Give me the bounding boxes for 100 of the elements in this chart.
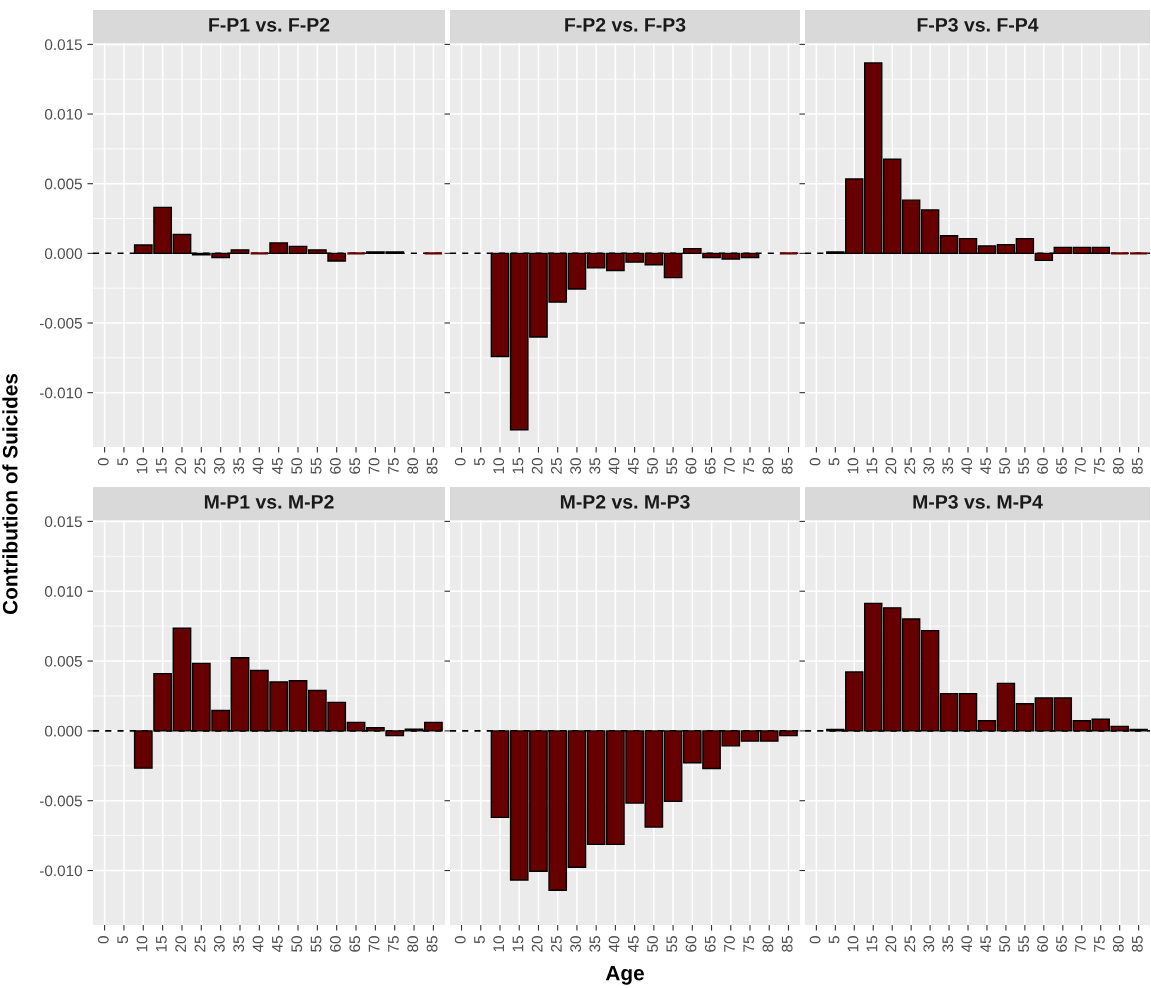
y-tick-label: 0.015 bbox=[44, 516, 82, 528]
x-tick-label: 70 bbox=[368, 458, 380, 474]
x-tick-label: 35 bbox=[589, 458, 601, 474]
x-tick-label: 25 bbox=[194, 458, 206, 474]
y-tick-label: 0.010 bbox=[44, 586, 82, 597]
x-tick-label: 20 bbox=[885, 458, 897, 474]
x-tick-label: 15 bbox=[866, 936, 878, 952]
x-tick-label: 50 bbox=[291, 936, 303, 952]
x-tick-label: 60 bbox=[1037, 936, 1048, 952]
x-tick-label: 80 bbox=[407, 458, 419, 474]
x-tick-label: 55 bbox=[310, 458, 322, 474]
x-tick-label: 70 bbox=[1075, 936, 1086, 952]
x-tick-label: 55 bbox=[1018, 458, 1029, 474]
x-tick-label: 45 bbox=[272, 936, 283, 953]
y-tick-label: 0.005 bbox=[44, 178, 82, 190]
chart-title: F-P3 vs. F-P4 bbox=[917, 17, 1039, 32]
x-tick-label: 60 bbox=[329, 458, 341, 474]
x-tick-label: 10 bbox=[136, 458, 148, 474]
x-tick-label: 0 bbox=[454, 458, 466, 466]
x-tick-label: 15 bbox=[512, 936, 524, 952]
x-tick-label: 75 bbox=[743, 936, 755, 952]
x-tick-label: 85 bbox=[781, 458, 793, 474]
x-tick-label: 50 bbox=[291, 458, 303, 474]
y-tick-label: 0.010 bbox=[44, 108, 82, 120]
x-tick-label: 60 bbox=[685, 936, 697, 952]
y-tick-label: 0.015 bbox=[44, 39, 82, 51]
x-tick-label: 75 bbox=[743, 458, 755, 474]
x-tick-label: 55 bbox=[666, 936, 678, 952]
x-tick-label: 55 bbox=[666, 458, 678, 474]
x-tick-label: 20 bbox=[531, 458, 543, 474]
x-tick-label: 15 bbox=[866, 458, 878, 474]
x-tick-label: 35 bbox=[233, 458, 245, 474]
y-tick-label: 0.005 bbox=[44, 655, 82, 667]
x-tick-label: 25 bbox=[904, 936, 916, 952]
x-tick-label: 55 bbox=[310, 936, 322, 952]
x-tick-label: 35 bbox=[233, 936, 245, 952]
x-tick-label: 65 bbox=[349, 458, 361, 474]
x-tick-label: 25 bbox=[904, 458, 916, 474]
y-tick-label: -0.010 bbox=[39, 865, 82, 877]
x-tick-label: 15 bbox=[156, 458, 167, 474]
x-tick-label: 45 bbox=[272, 458, 283, 475]
x-tick-label: 85 bbox=[781, 936, 793, 952]
x-tick-label: 0 bbox=[809, 458, 821, 466]
x-tick-label: 65 bbox=[1056, 458, 1067, 474]
y-axis-title: Contribution of Suicides bbox=[2, 373, 18, 615]
x-tick-label: 75 bbox=[388, 936, 399, 952]
x-tick-label: 40 bbox=[252, 936, 264, 953]
x-tick-label: 40 bbox=[608, 458, 620, 475]
x-tick-label: 5 bbox=[474, 458, 485, 466]
x-tick-label: 10 bbox=[493, 458, 505, 474]
x-tick-label: 45 bbox=[628, 936, 639, 953]
x-tick-label: 30 bbox=[923, 458, 935, 474]
x-tick-label: 60 bbox=[329, 936, 341, 952]
x-tick-label: 20 bbox=[175, 936, 187, 952]
x-tick-label: 0 bbox=[97, 458, 109, 466]
x-tick-label: 25 bbox=[550, 936, 562, 952]
x-tick-label: 5 bbox=[117, 458, 129, 466]
x-tick-label: 30 bbox=[570, 458, 582, 474]
x-tick-label: 40 bbox=[961, 458, 973, 475]
x-tick-label: 25 bbox=[550, 458, 562, 474]
x-tick-label: 50 bbox=[999, 936, 1011, 952]
x-tick-label: 85 bbox=[1131, 458, 1143, 474]
x-tick-label: 10 bbox=[136, 936, 148, 952]
x-tick-label: 10 bbox=[493, 936, 505, 952]
x-tick-label: 85 bbox=[426, 458, 438, 474]
x-tick-label: 80 bbox=[762, 936, 774, 952]
x-tick-label: 5 bbox=[117, 936, 129, 944]
chart-title: F-P1 vs. F-P2 bbox=[209, 17, 330, 32]
x-tick-label: 45 bbox=[980, 458, 992, 475]
x-tick-label: 30 bbox=[923, 936, 935, 952]
x-tick-label: 30 bbox=[570, 936, 582, 952]
x-tick-label: 20 bbox=[175, 458, 187, 474]
x-tick-label: 70 bbox=[368, 936, 380, 952]
chart-title: M-P3 vs. M-P4 bbox=[913, 494, 1043, 509]
x-tick-label: 60 bbox=[1037, 458, 1048, 474]
x-tick-label: 70 bbox=[724, 458, 735, 474]
x-tick-label: 55 bbox=[1018, 936, 1029, 952]
x-tick-label: 65 bbox=[349, 936, 361, 952]
x-tick-label: 75 bbox=[388, 458, 399, 474]
x-tick-label: 75 bbox=[1094, 936, 1105, 952]
x-tick-label: 80 bbox=[407, 936, 419, 952]
x-tick-label: 45 bbox=[980, 936, 992, 953]
x-tick-label: 20 bbox=[531, 936, 543, 952]
x-tick-label: 50 bbox=[647, 458, 658, 474]
x-tick-label: 5 bbox=[828, 458, 840, 466]
x-tick-label: 35 bbox=[589, 936, 601, 952]
x-tick-label: 40 bbox=[252, 458, 264, 475]
x-tick-label: 60 bbox=[685, 458, 697, 474]
x-tick-label: 35 bbox=[942, 936, 954, 952]
x-tick-label: 15 bbox=[156, 936, 167, 952]
x-tick-label: 15 bbox=[512, 458, 524, 474]
x-tick-label: 0 bbox=[809, 936, 821, 944]
chart-title: F-P2 vs. F-P3 bbox=[565, 17, 686, 32]
x-tick-label: 80 bbox=[762, 458, 774, 474]
x-tick-label: 70 bbox=[1075, 458, 1086, 474]
x-tick-label: 85 bbox=[1131, 936, 1143, 952]
x-tick-label: 50 bbox=[999, 458, 1011, 474]
x-axis-title: Age bbox=[605, 965, 644, 985]
y-tick-label: -0.005 bbox=[39, 317, 82, 329]
x-tick-label: 40 bbox=[608, 936, 620, 953]
